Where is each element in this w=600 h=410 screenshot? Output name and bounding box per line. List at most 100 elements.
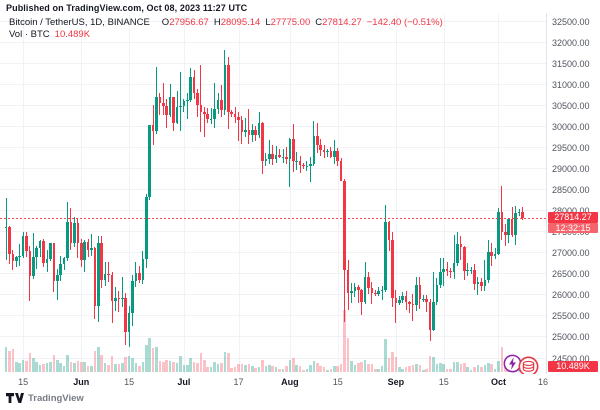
volume-bar bbox=[257, 366, 261, 372]
volume-bar bbox=[117, 364, 121, 372]
volume-bar bbox=[254, 368, 257, 372]
volume-bar bbox=[360, 361, 363, 372]
candle-wick bbox=[460, 236, 462, 260]
volume-bar bbox=[401, 368, 404, 372]
candle-body bbox=[100, 242, 104, 281]
volume-bar bbox=[333, 366, 336, 372]
candle-wick bbox=[450, 267, 452, 278]
volume-bar bbox=[367, 364, 370, 372]
candle-body bbox=[367, 276, 370, 289]
volume-bar bbox=[432, 357, 435, 372]
volume-bar bbox=[110, 356, 114, 372]
candle-body bbox=[353, 286, 357, 291]
volume-bar bbox=[124, 357, 127, 372]
volume-bar bbox=[56, 359, 59, 372]
candle-body bbox=[493, 254, 497, 257]
candle-wick bbox=[289, 138, 291, 187]
candle-body bbox=[86, 242, 90, 250]
volume-bar bbox=[339, 364, 343, 372]
candle-body bbox=[42, 240, 45, 263]
volume-bar bbox=[203, 359, 206, 372]
candle-body bbox=[408, 302, 411, 305]
grid-line-v bbox=[289, 14, 291, 374]
change-value: −142.40 (−0.51%) bbox=[366, 17, 443, 28]
candle-body bbox=[432, 301, 435, 331]
price-tick-label: 30000.00 bbox=[552, 121, 590, 132]
price-axis[interactable]: 27814.27 12:32:15 10.489K 32500.00 32000.… bbox=[547, 0, 600, 374]
grid-line-h bbox=[0, 336, 546, 338]
grid-line-h bbox=[0, 357, 546, 359]
volume-bar bbox=[428, 356, 432, 372]
volume-bar bbox=[411, 365, 415, 372]
volume-bar bbox=[343, 310, 346, 372]
candle-body bbox=[435, 285, 439, 302]
candle-wick bbox=[121, 277, 123, 308]
symbol-title[interactable]: Bitcoin / TetherUS, 1D, BINANCE bbox=[9, 17, 150, 28]
candle-wick bbox=[453, 234, 455, 279]
volume-bar bbox=[469, 369, 473, 372]
volume-bar bbox=[42, 364, 45, 372]
grid-line-v bbox=[129, 14, 131, 374]
candle-body bbox=[227, 64, 230, 113]
volume-bar bbox=[462, 362, 466, 372]
volume-bar bbox=[264, 366, 268, 372]
candle-body bbox=[309, 164, 312, 167]
high-label: H bbox=[213, 17, 221, 28]
volume-bar bbox=[233, 367, 237, 372]
candle-body bbox=[141, 259, 145, 281]
grid-line-h bbox=[0, 273, 546, 275]
volume-bar bbox=[151, 348, 155, 372]
candle-body bbox=[220, 100, 223, 111]
volume-bar bbox=[216, 364, 220, 372]
volume-bar bbox=[309, 365, 312, 372]
volume-label: Vol · BTC bbox=[9, 29, 50, 40]
volume-bar bbox=[418, 365, 422, 372]
last-price-badge: 27814.27 bbox=[548, 212, 598, 224]
price-tick-label: 29500.00 bbox=[552, 142, 590, 153]
candle-body bbox=[291, 138, 295, 162]
candle-body bbox=[476, 282, 480, 285]
candle-body bbox=[257, 122, 261, 136]
footer-brand[interactable]: TradingView bbox=[6, 393, 84, 404]
time-tick-label: Oct bbox=[490, 377, 506, 387]
grid-line-h bbox=[0, 83, 546, 85]
volume-bar bbox=[319, 366, 322, 372]
candle-wick bbox=[422, 295, 424, 302]
candle-body bbox=[62, 258, 66, 265]
candle-body bbox=[182, 101, 186, 107]
candle-body bbox=[93, 247, 97, 306]
time-axis[interactable]: 15 Jun 15 Jul 17 Aug 15 Sep 15 Oct 16 bbox=[0, 374, 600, 391]
candle-body bbox=[206, 114, 210, 120]
grid-line-h bbox=[0, 189, 546, 190]
candle-body bbox=[415, 284, 418, 306]
candle-body bbox=[4, 226, 8, 228]
volume-bar bbox=[466, 367, 469, 372]
candle-body bbox=[18, 255, 21, 257]
candle-body bbox=[172, 97, 175, 123]
volume-bar bbox=[456, 361, 459, 372]
candle-body bbox=[59, 264, 62, 275]
volume-bar bbox=[76, 360, 80, 372]
low-value: 27775.00 bbox=[270, 17, 311, 28]
candle-body bbox=[459, 243, 463, 248]
time-tick-label: 15 bbox=[124, 377, 135, 387]
volume-bar bbox=[230, 368, 233, 372]
candle-body bbox=[326, 151, 329, 153]
volume-bar bbox=[459, 364, 463, 372]
volume-bar bbox=[480, 367, 483, 372]
volume-bar bbox=[131, 358, 134, 372]
volume-bar bbox=[28, 352, 32, 372]
grid-line-h bbox=[0, 252, 546, 254]
volume-bar bbox=[442, 364, 446, 372]
volume-bar bbox=[192, 361, 196, 372]
price-tick-label: 30500.00 bbox=[552, 100, 590, 111]
low-label: L bbox=[265, 17, 271, 28]
candle-body bbox=[52, 242, 56, 281]
candle-body bbox=[35, 247, 39, 258]
volume-bar bbox=[175, 362, 179, 372]
candle-body bbox=[233, 114, 237, 117]
candle-body bbox=[425, 298, 428, 302]
candle-body bbox=[339, 161, 343, 182]
